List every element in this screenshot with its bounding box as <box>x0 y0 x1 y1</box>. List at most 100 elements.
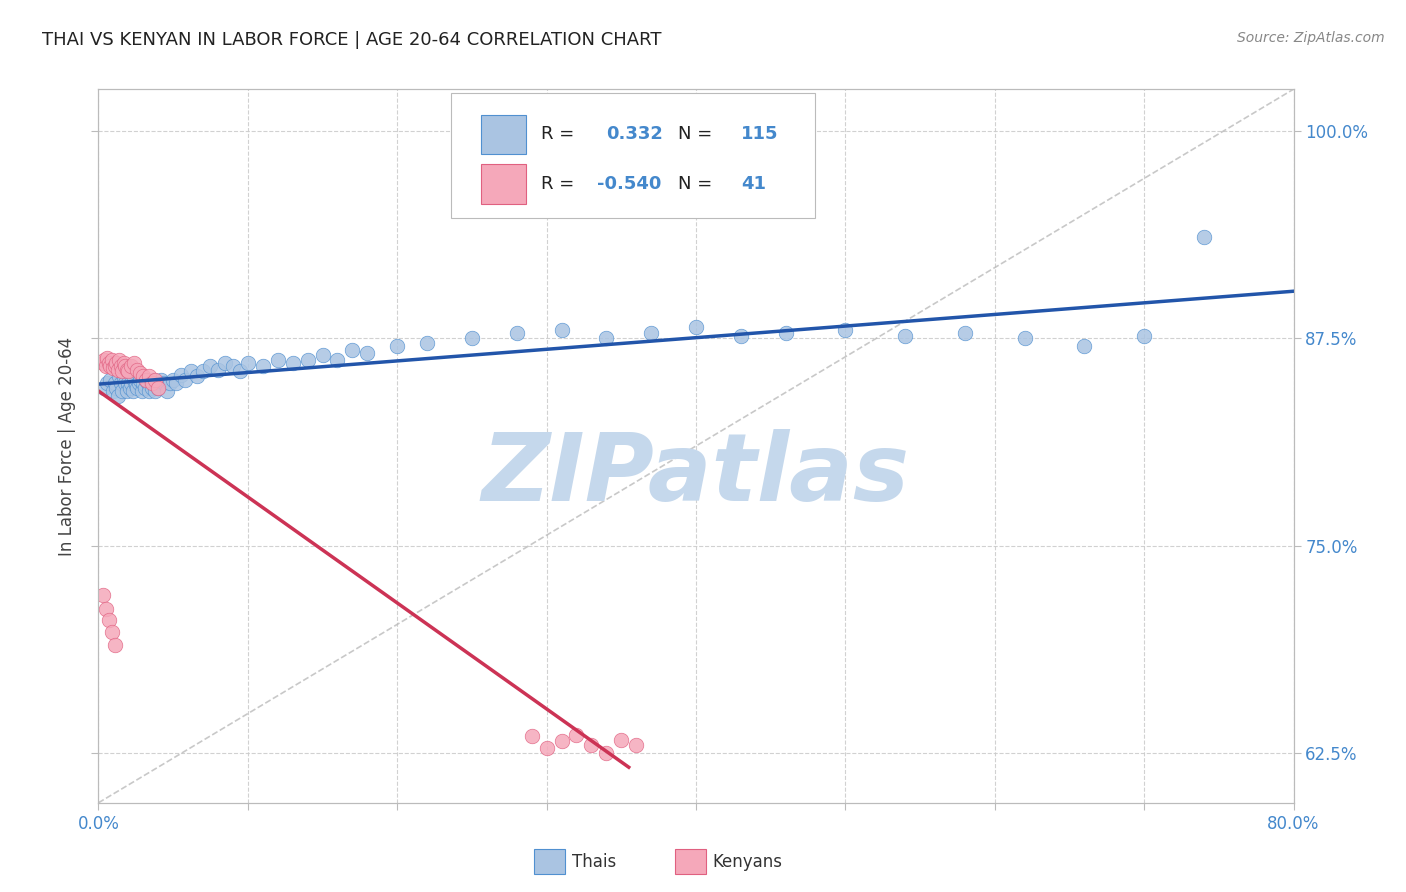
Point <box>141 381 163 395</box>
Point <box>1014 331 1036 345</box>
Point <box>98 359 122 374</box>
Point <box>96 351 118 365</box>
Point <box>115 384 138 399</box>
Point <box>162 373 184 387</box>
Point <box>165 376 187 390</box>
Point <box>97 356 120 370</box>
Point <box>135 373 157 387</box>
Point <box>120 376 142 390</box>
Point <box>581 738 603 752</box>
Point <box>142 373 165 387</box>
Point <box>953 326 976 340</box>
Point <box>267 352 290 367</box>
Point <box>342 343 364 357</box>
Point <box>180 364 202 378</box>
Text: N =: N = <box>678 125 718 143</box>
Point <box>626 738 648 752</box>
Point <box>132 376 155 390</box>
Point <box>148 381 170 395</box>
Point <box>461 331 484 345</box>
Point <box>135 373 157 387</box>
Point <box>101 352 124 367</box>
Point <box>894 329 917 343</box>
Point <box>105 381 128 395</box>
Point <box>98 373 122 387</box>
Point <box>125 377 148 392</box>
Point <box>127 362 149 376</box>
Point <box>186 369 208 384</box>
Point <box>107 389 129 403</box>
Point <box>131 384 153 399</box>
Text: 41: 41 <box>741 175 766 193</box>
Text: R =: R = <box>541 125 579 143</box>
Point <box>145 376 167 390</box>
Point <box>153 376 176 390</box>
Point <box>111 384 134 399</box>
Point <box>191 364 214 378</box>
Point <box>104 376 127 390</box>
Point <box>685 319 707 334</box>
Point <box>1073 339 1095 353</box>
Text: Source: ZipAtlas.com: Source: ZipAtlas.com <box>1237 31 1385 45</box>
Point <box>111 364 134 378</box>
Point <box>101 624 124 639</box>
Point <box>136 376 159 390</box>
Text: THAI VS KENYAN IN LABOR FORCE | AGE 20-64 CORRELATION CHART: THAI VS KENYAN IN LABOR FORCE | AGE 20-6… <box>42 31 662 49</box>
Point <box>94 601 117 615</box>
Point <box>104 359 127 374</box>
Point <box>97 613 120 627</box>
Point <box>356 346 378 360</box>
Point <box>174 373 197 387</box>
Point <box>141 376 163 390</box>
Point <box>96 376 118 390</box>
Text: Thais: Thais <box>572 853 616 871</box>
Point <box>107 362 129 376</box>
Point <box>112 356 135 370</box>
Point <box>520 730 543 744</box>
Point <box>169 368 191 382</box>
Point <box>108 352 131 367</box>
Point <box>103 384 125 399</box>
Point <box>1133 329 1156 343</box>
Point <box>103 361 125 376</box>
Point <box>730 329 752 343</box>
Point <box>117 364 139 378</box>
Point <box>138 369 160 384</box>
Point <box>214 356 236 370</box>
Y-axis label: In Labor Force | Age 20-64: In Labor Force | Age 20-64 <box>58 336 76 556</box>
Point <box>121 384 143 399</box>
Point <box>124 356 146 370</box>
Point <box>550 734 572 748</box>
Point <box>595 331 617 345</box>
Point <box>110 376 132 390</box>
Point <box>143 373 166 387</box>
Point <box>252 359 274 374</box>
Text: ZIPatlas: ZIPatlas <box>482 428 910 521</box>
Point <box>93 352 115 367</box>
Point <box>138 384 160 399</box>
Point <box>536 741 558 756</box>
Point <box>229 364 252 378</box>
Point <box>112 373 135 387</box>
FancyBboxPatch shape <box>481 114 526 153</box>
FancyBboxPatch shape <box>481 164 526 203</box>
Point <box>156 384 179 399</box>
Point <box>139 376 162 390</box>
Point <box>200 359 222 374</box>
Point <box>115 362 138 376</box>
Point <box>104 638 127 652</box>
Point <box>105 356 128 370</box>
Point <box>222 359 245 374</box>
Point <box>128 376 150 390</box>
Point <box>506 326 529 340</box>
Point <box>91 356 114 370</box>
FancyBboxPatch shape <box>451 93 815 218</box>
Point <box>150 373 173 387</box>
Point <box>120 359 142 374</box>
Point <box>129 373 152 387</box>
Point <box>565 728 588 742</box>
Point <box>297 352 319 367</box>
Point <box>108 369 131 384</box>
Point <box>610 732 633 747</box>
Point <box>118 381 141 395</box>
